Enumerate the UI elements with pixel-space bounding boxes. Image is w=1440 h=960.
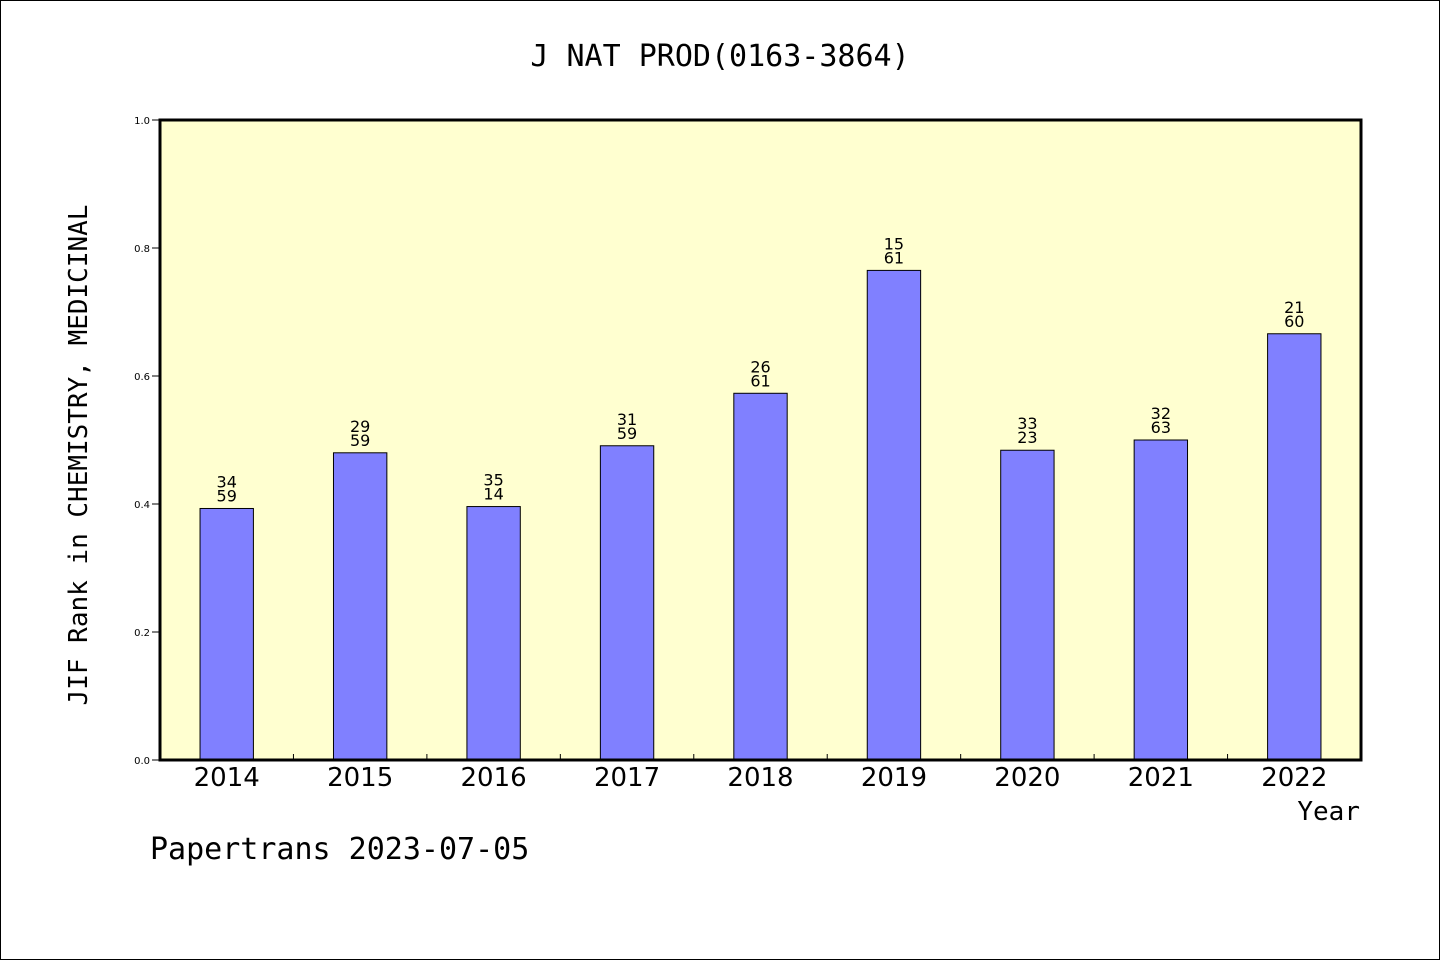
x-tick-label: 2017 [594, 763, 660, 793]
bar [1000, 449, 1055, 761]
bar-label-rank: 33 [1017, 414, 1037, 433]
y-tick-label: 0.2 [134, 628, 150, 639]
y-tick-label: 0.6 [134, 372, 150, 383]
x-tick-label: 2018 [727, 763, 793, 793]
bar-label-rank: 34 [217, 472, 237, 491]
y-tick-label: 0.4 [134, 500, 150, 511]
x-tick-label: 2020 [994, 763, 1060, 793]
bar-label-total: 59 [617, 424, 637, 443]
bar [332, 452, 388, 761]
footer-watermark: Papertrans 2023-07-05 [150, 832, 530, 867]
bar [866, 269, 922, 761]
y-axis-ticks: 0.0 0.2 0.4 0.6 0.8 1.0 [134, 116, 160, 767]
bar-label-rank: 35 [483, 471, 503, 490]
x-axis-label: Year [1297, 797, 1360, 827]
plot-border [158, 118, 1363, 762]
bar-label-total: 23 [1017, 428, 1037, 447]
x-tick-label: 2014 [194, 763, 260, 793]
bar-label-total: 59 [350, 431, 370, 450]
bar-label-total: 61 [884, 248, 904, 267]
x-tick-label: 2022 [1261, 763, 1327, 793]
bar [466, 506, 521, 761]
bar [199, 507, 254, 761]
bar-label-rank: 15 [884, 234, 904, 253]
y-tick-label: 0.8 [134, 244, 150, 255]
bar-label-rank: 31 [617, 410, 637, 429]
bar-label-rank: 26 [750, 357, 770, 376]
chart-title: J NAT PROD(0163-3864) [530, 39, 909, 74]
y-axis-label: JIF Rank in CHEMISTRY, MEDICINAL [64, 205, 94, 706]
bar-label-total: 59 [217, 486, 237, 505]
bar [599, 445, 655, 761]
bar-label-rank: 21 [1284, 298, 1304, 317]
bar-label-total: 60 [1284, 312, 1304, 331]
bar [1133, 439, 1189, 761]
bar-label-total: 14 [483, 485, 503, 504]
bar-label-rank: 29 [350, 417, 370, 436]
x-tick-label: 2016 [461, 763, 527, 793]
x-tick-label: 2019 [861, 763, 927, 793]
x-axis-ticks: 2014 2015 2016 2017 2018 2019 2020 2021 2022 [194, 754, 1327, 793]
bar-label-rank: 32 [1151, 404, 1171, 423]
bar-label-total: 63 [1151, 418, 1171, 437]
x-tick-label: 2021 [1128, 763, 1194, 793]
bar-label-total: 61 [750, 371, 770, 390]
y-tick-label: 1.0 [134, 116, 150, 127]
bar [733, 392, 788, 761]
y-tick-label: 0.0 [134, 756, 150, 767]
bar [1267, 333, 1322, 761]
x-tick-label: 2015 [327, 763, 393, 793]
